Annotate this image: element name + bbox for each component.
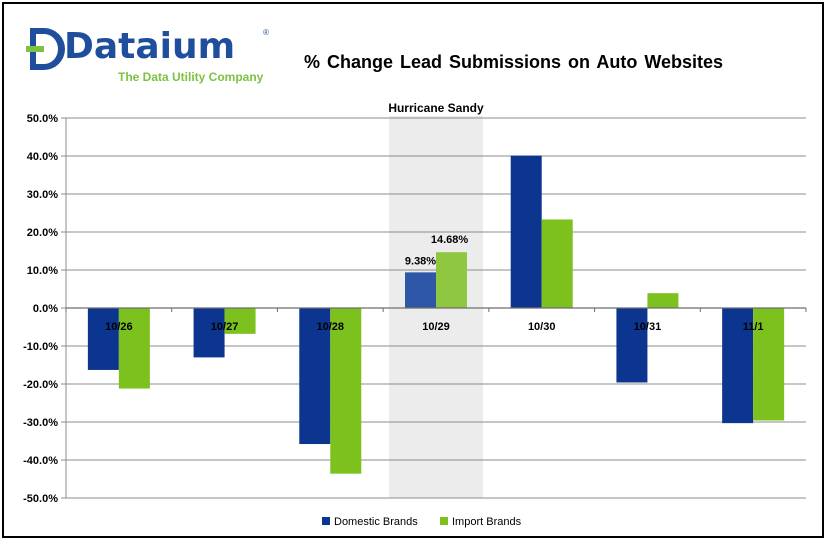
registered-mark: ® <box>263 28 269 37</box>
dataium-logo: Dataium ® The Data Utility Company <box>26 22 276 92</box>
bar-domestic-10-30 <box>510 155 542 308</box>
legend-label-domestic: Domestic Brands <box>334 516 418 528</box>
bar-domestic-10-29 <box>405 272 436 308</box>
bar-import-10-30 <box>541 219 573 308</box>
y-tick-label: 40.0% <box>27 151 58 163</box>
bar-import-10-31 <box>647 293 679 308</box>
chart-frame: Dataium ® The Data Utility Company % Cha… <box>2 2 824 538</box>
y-tick-label: -30.0% <box>23 417 58 429</box>
bar-domestic-10-31 <box>616 308 648 383</box>
x-tick-label: 10/31 <box>634 321 662 333</box>
x-tick-label: 10/29 <box>422 321 450 333</box>
y-tick-label: 10.0% <box>27 265 58 277</box>
bar-import-10-28 <box>330 308 362 474</box>
data-label: 14.68% <box>431 234 469 246</box>
highlight-label: Hurricane Sandy <box>388 101 484 115</box>
x-tick-label: 10/30 <box>528 321 556 333</box>
x-tick-label: 10/26 <box>105 321 133 333</box>
bar-domestic-10-27 <box>193 308 225 358</box>
legend-label-import: Import Brands <box>452 516 522 528</box>
y-tick-label: 50.0% <box>27 113 58 125</box>
bar-import-10-26 <box>118 308 150 389</box>
y-tick-label: -40.0% <box>23 455 58 467</box>
logo-tagline: The Data Utility Company <box>118 70 264 84</box>
y-tick-label: -20.0% <box>23 379 58 391</box>
x-tick-label: 10/27 <box>211 321 239 333</box>
x-tick-label: 10/28 <box>317 321 345 333</box>
legend-swatch-import <box>440 517 448 525</box>
y-tick-label: 30.0% <box>27 189 58 201</box>
bar-import-10-27 <box>224 308 256 334</box>
logo-d-mark-icon <box>26 28 65 70</box>
y-tick-label: -10.0% <box>23 341 58 353</box>
bar-import-11-1 <box>753 308 785 421</box>
logo-wordmark: Dataium <box>64 26 236 67</box>
bar-domestic-11-1 <box>722 308 754 424</box>
bar-domestic-10-26 <box>87 308 119 370</box>
chart-title: % Change Lead Submissions on Auto Websit… <box>304 52 724 72</box>
bar-chart: Hurricane Sandy -50.0% -40.0% -30.0% -20.0% -… <box>23 101 807 528</box>
legend-swatch-domestic <box>322 517 330 525</box>
bar-domestic-10-28 <box>299 308 331 445</box>
y-tick-label: 0.0% <box>33 303 58 315</box>
bar-import-10-29 <box>436 252 467 308</box>
x-tick-label: 11/1 <box>743 321 764 333</box>
data-label: 9.38% <box>405 255 436 267</box>
y-tick-label: 20.0% <box>27 227 58 239</box>
y-tick-label: -50.0% <box>23 493 58 505</box>
